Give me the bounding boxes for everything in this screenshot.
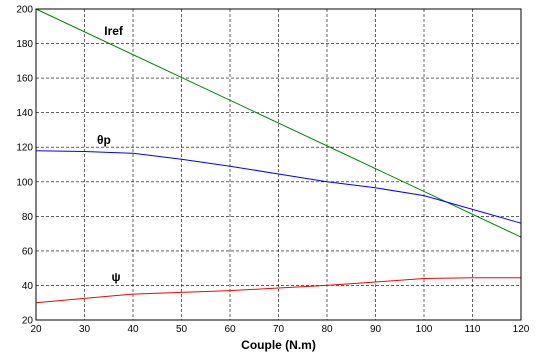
series-line bbox=[35, 150, 522, 224]
y-tick-label: 180 bbox=[16, 39, 33, 50]
x-tick-label: 120 bbox=[513, 324, 530, 335]
y-tick-labels: 20 40 60 80 100 120 140 160 180 200 bbox=[16, 5, 33, 327]
series-label: θp bbox=[97, 133, 111, 147]
x-tick-label: 60 bbox=[224, 324, 236, 335]
series-line bbox=[35, 277, 521, 304]
x-tick-label: 100 bbox=[416, 324, 433, 335]
grid bbox=[36, 9, 521, 320]
x-tick-label: 40 bbox=[127, 324, 139, 335]
x-tick-label: 20 bbox=[30, 324, 42, 335]
x-tick-label: 90 bbox=[370, 324, 382, 335]
y-tick-label: 140 bbox=[16, 108, 33, 119]
y-tick-label: 160 bbox=[16, 74, 33, 85]
plot-frame bbox=[35, 8, 522, 321]
y-tick-label: 200 bbox=[16, 5, 33, 16]
x-tick-label: 110 bbox=[465, 324, 481, 335]
x-tick-label: 30 bbox=[79, 324, 91, 335]
y-tick-label: 60 bbox=[22, 246, 34, 257]
series-label: ψ bbox=[112, 270, 121, 284]
x-axis-title: Couple (N.m) bbox=[241, 338, 316, 352]
x-tick-label: 80 bbox=[321, 324, 333, 335]
y-tick-label: 120 bbox=[16, 143, 33, 154]
y-tick-label: 40 bbox=[22, 281, 34, 292]
x-tick-label: 50 bbox=[176, 324, 188, 335]
y-tick-label: 20 bbox=[22, 316, 34, 327]
series-lines bbox=[35, 8, 522, 304]
series-label: Iref bbox=[104, 24, 124, 38]
x-tick-label: 70 bbox=[273, 324, 285, 335]
series-labels: Iref θp ψ bbox=[97, 24, 124, 284]
y-tick-label: 80 bbox=[22, 212, 34, 223]
series-line bbox=[35, 8, 522, 238]
x-tick-labels: 20 30 40 50 60 70 80 90 100 110 120 bbox=[30, 324, 529, 335]
y-tick-label: 100 bbox=[16, 177, 33, 188]
